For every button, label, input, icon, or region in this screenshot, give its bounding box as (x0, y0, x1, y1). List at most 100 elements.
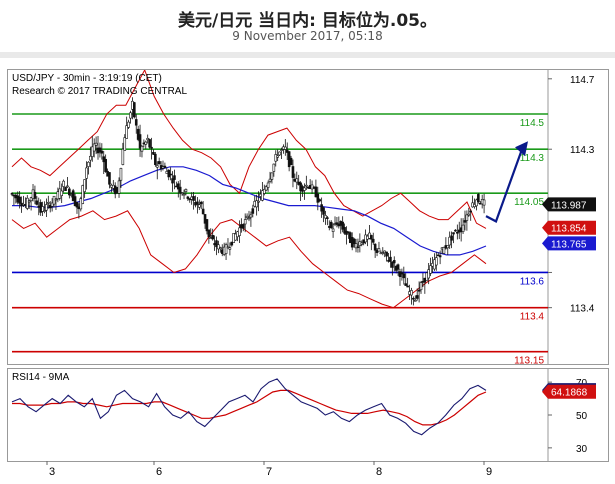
candle-body (402, 273, 406, 279)
candle-body (381, 252, 385, 254)
candle-body (62, 180, 65, 187)
time-axis: 3 6 7 8 9 (46, 461, 492, 478)
candle-body (119, 168, 123, 181)
rsi-label: RSI14 - 9MA (12, 372, 70, 383)
candle-body (262, 189, 266, 194)
time-axis-tick-label: 3 (49, 466, 55, 478)
rsi-ma-value-tag: 64.1868 (551, 388, 588, 399)
candle-body (217, 244, 220, 250)
last-price-tag: 113.987 (551, 200, 587, 211)
candle-body (326, 217, 329, 219)
candle-body (343, 227, 346, 234)
candle-body (94, 142, 98, 146)
candle-body (463, 220, 467, 223)
candle-body (461, 224, 465, 232)
candle-body (134, 119, 138, 126)
candle-body (18, 196, 21, 204)
candle-body (163, 165, 167, 168)
candle-body (356, 246, 360, 248)
candle-body (207, 229, 211, 238)
candle-body (71, 190, 75, 202)
candle-body (454, 229, 457, 232)
rsi-axis-tick-label: 50 (576, 411, 588, 422)
candle-body (203, 214, 207, 224)
candle-body (87, 161, 90, 167)
candle-body (178, 186, 182, 193)
candle-body (371, 238, 375, 243)
instrument-label: USD/JPY - 30min - 3:19:19 (CET) (12, 73, 162, 84)
candle-body (419, 282, 423, 291)
candle-body (270, 172, 274, 180)
candle-body (64, 187, 67, 192)
candle-body (429, 265, 432, 274)
candle-body (85, 167, 88, 179)
candle-body (47, 202, 50, 204)
candle-body (412, 297, 415, 300)
candle-body (205, 219, 209, 232)
candle-body (435, 257, 438, 266)
candle-body (127, 121, 130, 128)
candle-body (373, 243, 377, 251)
time-axis-tick-label: 8 (376, 466, 382, 478)
candle-body (331, 228, 335, 232)
moving-average-line (12, 166, 487, 256)
candle-body (104, 158, 107, 172)
candle-body (75, 201, 79, 208)
candle-body (238, 227, 241, 236)
candle-body (35, 200, 39, 205)
candle-body (100, 150, 104, 154)
candle-body (148, 139, 151, 148)
candle-body (316, 193, 320, 203)
time-axis-tick-label: 6 (156, 466, 162, 478)
rsi-ma-line (12, 389, 487, 426)
candle-body (274, 154, 278, 162)
candle-body (219, 247, 222, 250)
candle-body (289, 157, 293, 166)
price-chart-panel: 113.4 114.3 114.7 114.5 114.3 114.05 113.6 113.… (7, 69, 609, 365)
candle-body (284, 146, 287, 150)
candle-body (438, 255, 442, 258)
candle-body (261, 190, 264, 201)
candle-body (230, 241, 234, 246)
candle-body (90, 146, 94, 157)
candle-body (255, 200, 258, 208)
candle-body (370, 235, 373, 240)
level-label: 114.05 (514, 197, 544, 208)
candle-body (314, 186, 318, 198)
candle-body (392, 260, 396, 264)
forecast-arrow (485, 148, 524, 223)
research-label: Research © 2017 TRADING CENTRAL (12, 86, 188, 97)
bollinger-lower-band (11, 210, 487, 309)
last-price-tag-bg (542, 197, 596, 212)
candle-body (247, 217, 251, 220)
candle-body (150, 146, 153, 149)
candle-body (450, 235, 453, 241)
candle-body (318, 199, 322, 202)
price-axis-tick-label: 114.3 (570, 145, 595, 156)
time-axis-tick-label: 9 (486, 466, 492, 478)
candle-body (278, 151, 281, 156)
candle-body (201, 208, 205, 215)
candle-body (341, 221, 344, 230)
candle-body (45, 204, 48, 211)
candle-body (228, 247, 232, 250)
candle-body (146, 137, 150, 141)
moving-average-tag: 113.765 (551, 239, 587, 250)
candle-body (410, 290, 413, 296)
candle-body (389, 256, 392, 262)
candle-body (192, 196, 195, 201)
candle-body (469, 210, 473, 213)
candle-body (27, 200, 31, 203)
candle-body (442, 247, 446, 254)
candle-body (251, 208, 255, 214)
candle-body (360, 242, 364, 245)
candle-body (335, 222, 339, 225)
level-label: 114.5 (520, 118, 545, 129)
price-chart: 113.4 114.3 114.7 114.5 114.3 114.05 113.6 113.… (10, 70, 596, 364)
candle-body (295, 178, 299, 183)
candle-body (182, 193, 186, 196)
candle-body (303, 187, 306, 191)
candle-body (60, 190, 63, 196)
candle-body (89, 155, 92, 161)
candle-body (456, 231, 459, 234)
